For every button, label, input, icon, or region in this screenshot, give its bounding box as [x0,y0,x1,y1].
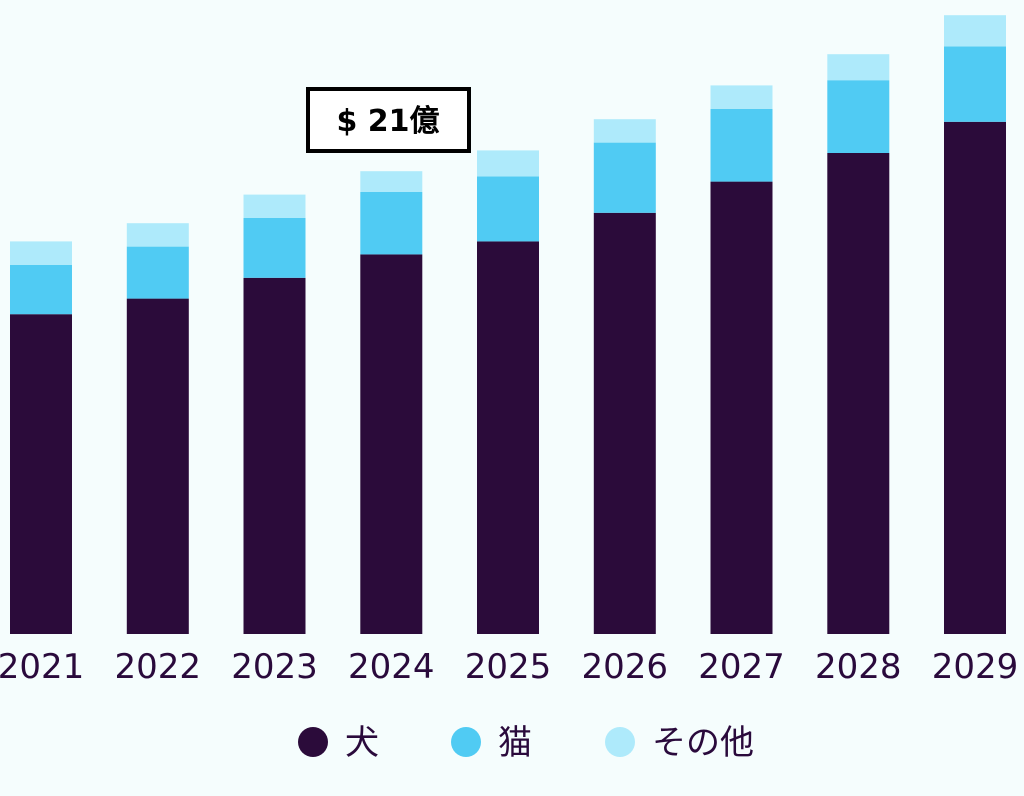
x-axis-ticks: 2021 2022 2023 2024 2025 2026 2027 2028 2029 [0,647,1018,687]
bar-2022-series-1 [126,246,189,299]
bar-2023-series-1 [243,218,306,278]
bar-2024-series-0 [360,254,423,634]
bar-2026-series-1 [593,142,656,213]
legend-label-1: 猫 [498,723,532,763]
x-tick-label-2026: 2026 [582,647,669,687]
x-tick-label-2025: 2025 [465,647,552,687]
bar-2028-series-1 [827,80,890,153]
legend-item-1: 猫 [451,723,532,763]
legend-swatch-0 [298,727,328,757]
bar-2022-series-0 [126,298,189,634]
x-tick-label-2023: 2023 [231,647,318,687]
bar-2024-series-2 [360,171,423,192]
bar-2029-series-2 [944,15,1006,47]
x-tick-label-2024: 2024 [348,647,435,687]
bar-2021-series-2 [10,241,72,265]
bar-2026-series-2 [593,119,656,143]
bars-layer [10,15,1006,635]
bar-2021-series-0 [10,314,72,634]
callout: $ 21億 [306,87,471,153]
x-tick-label-2021: 2021 [0,647,84,687]
legend-item-2: その他 [605,723,754,763]
x-tick-label-2029: 2029 [932,647,1019,687]
bar-2029-series-0 [944,121,1006,635]
legend-swatch-2 [605,727,635,757]
bar-2022-series-2 [126,223,189,247]
bar-2024-series-1 [360,192,423,255]
bar-2023-series-2 [243,194,306,218]
bar-2027-series-2 [710,85,773,109]
x-tick-label-2027: 2027 [698,647,785,687]
callout-box [306,87,471,153]
bar-2029-series-1 [944,46,1006,122]
bar-2025-series-1 [477,176,539,242]
bar-2028-series-2 [827,54,890,81]
legend-label-0: 犬 [345,723,379,763]
legend-swatch-1 [451,727,481,757]
bar-2021-series-1 [10,264,72,315]
x-tick-label-2028: 2028 [815,647,902,687]
bar-2028-series-0 [827,153,890,634]
legend-label-2: その他 [652,723,754,763]
x-tick-label-2022: 2022 [115,647,202,687]
bar-2023-series-0 [243,277,306,634]
bar-2027-series-1 [710,108,773,182]
bar-2027-series-0 [710,181,773,634]
legend-item-0: 犬 [298,723,379,763]
legend: 犬 猫 その他 [298,723,754,763]
bar-2025-series-0 [477,241,539,634]
bar-2025-series-2 [477,150,539,177]
bar-2026-series-0 [593,212,656,635]
callout-text: $ 21億 [336,104,439,139]
